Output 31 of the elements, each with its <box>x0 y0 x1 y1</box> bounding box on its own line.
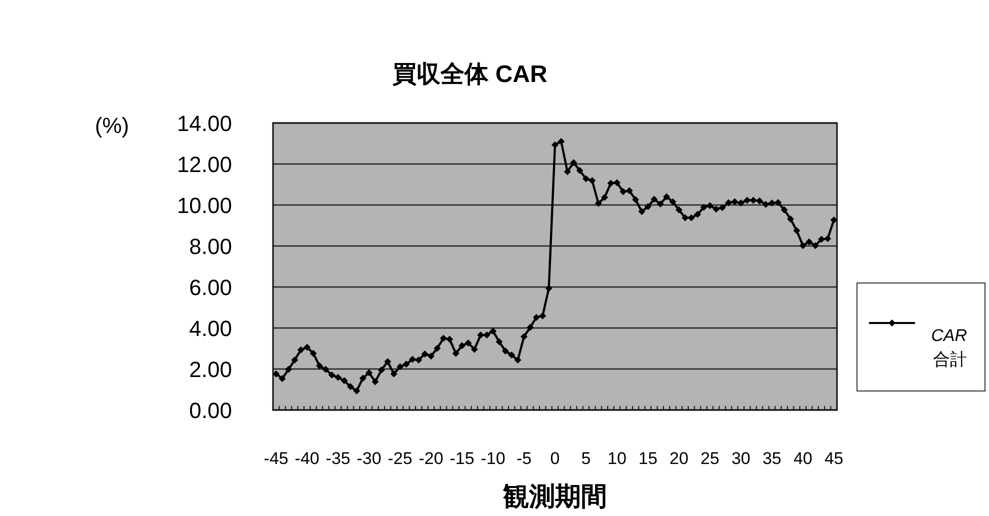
x-tick-label: 10 <box>608 449 626 468</box>
x-tick-label: 25 <box>700 449 720 468</box>
x-tick-label: -10 <box>480 449 506 468</box>
x-tick-label: 5 <box>581 449 591 468</box>
y-axis-title: (%) <box>94 113 130 138</box>
y-tick-label: 6.00 <box>189 275 232 300</box>
x-tick-label: -15 <box>450 449 474 468</box>
y-tick-label: 12.00 <box>176 152 232 177</box>
x-tick-label: -35 <box>326 449 350 468</box>
x-tick-label: 40 <box>793 449 812 468</box>
x-tick-label: -20 <box>418 449 444 468</box>
x-tick-label: -40 <box>294 449 320 468</box>
y-tick-label: 14.00 <box>176 111 232 136</box>
x-tick-label: 15 <box>638 449 658 468</box>
chart-title: 買収全体 CAR <box>392 61 548 88</box>
x-axis-title: 観測期間 <box>502 481 607 511</box>
x-tick-label: -30 <box>356 449 382 468</box>
x-tick-label: -45 <box>264 449 288 468</box>
x-tick-label: 45 <box>824 449 844 468</box>
x-tick-label: 35 <box>762 449 782 468</box>
y-tick-label: 10.00 <box>176 193 232 218</box>
x-tick-label: -25 <box>388 449 412 468</box>
y-tick-label: 4.00 <box>189 316 232 341</box>
x-tick-label: 20 <box>669 449 688 468</box>
x-tick-label: -5 <box>516 449 532 468</box>
x-tick-label: 30 <box>731 449 750 468</box>
y-tick-label: 0.00 <box>189 398 232 423</box>
y-tick-label: 8.00 <box>189 234 232 259</box>
x-tick-label: 0 <box>550 449 560 468</box>
text: CAR 合計 <box>931 326 967 369</box>
y-tick-label: 2.00 <box>189 357 232 382</box>
